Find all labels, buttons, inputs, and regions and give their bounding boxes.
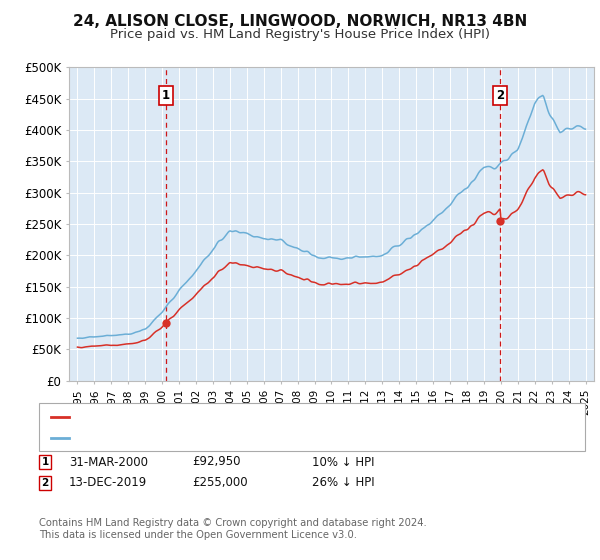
Text: 2: 2 (496, 89, 504, 102)
Text: 24, ALISON CLOSE, LINGWOOD, NORWICH, NR13 4BN: 24, ALISON CLOSE, LINGWOOD, NORWICH, NR1… (73, 14, 527, 29)
Text: £255,000: £255,000 (192, 476, 248, 489)
Text: 24, ALISON CLOSE, LINGWOOD, NORWICH, NR13 4BN (detached house): 24, ALISON CLOSE, LINGWOOD, NORWICH, NR1… (72, 412, 473, 422)
Text: £92,950: £92,950 (192, 455, 241, 469)
Text: 10% ↓ HPI: 10% ↓ HPI (312, 455, 374, 469)
Text: 31-MAR-2000: 31-MAR-2000 (69, 455, 148, 469)
Text: 26% ↓ HPI: 26% ↓ HPI (312, 476, 374, 489)
Text: 1: 1 (41, 457, 49, 467)
Text: 2: 2 (41, 478, 49, 488)
Text: 1: 1 (162, 89, 170, 102)
Text: Contains HM Land Registry data © Crown copyright and database right 2024.
This d: Contains HM Land Registry data © Crown c… (39, 518, 427, 540)
Text: HPI: Average price, detached house, Broadland: HPI: Average price, detached house, Broa… (72, 433, 335, 443)
Text: 13-DEC-2019: 13-DEC-2019 (69, 476, 147, 489)
Text: Price paid vs. HM Land Registry's House Price Index (HPI): Price paid vs. HM Land Registry's House … (110, 28, 490, 41)
